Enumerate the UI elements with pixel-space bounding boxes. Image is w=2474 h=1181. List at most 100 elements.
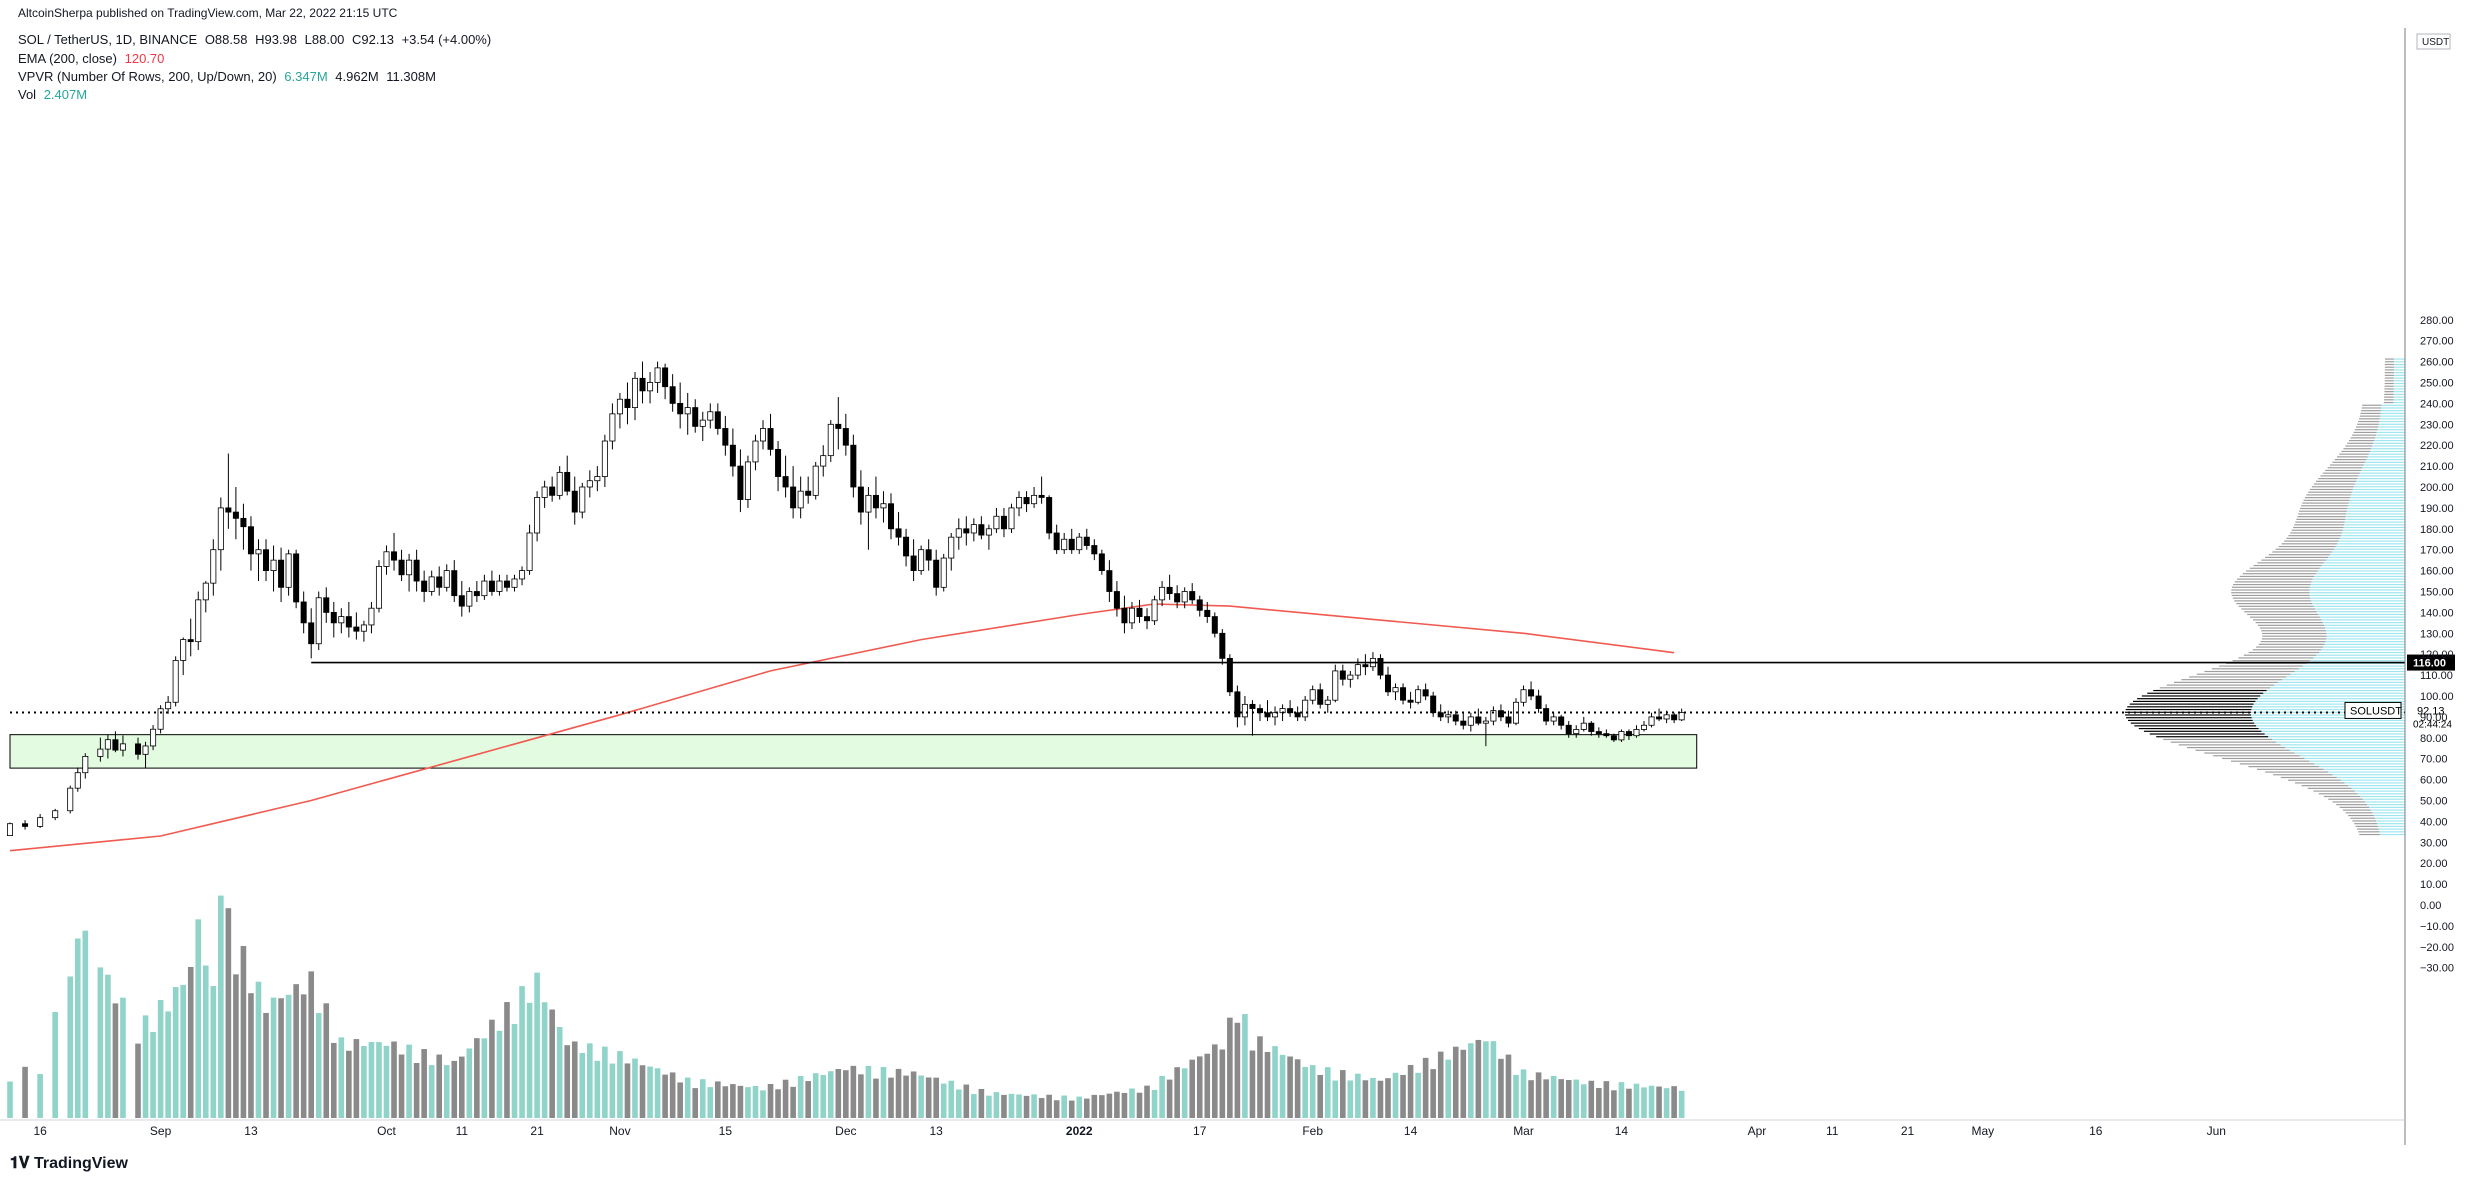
candle-body bbox=[1415, 689, 1422, 703]
vpvr-down-bar bbox=[2308, 491, 2352, 493]
volume-bar bbox=[1144, 1085, 1150, 1118]
candle-body bbox=[699, 419, 706, 427]
volume-bar bbox=[1400, 1074, 1406, 1118]
vpvr-down-bar bbox=[2347, 442, 2374, 444]
volume-bar bbox=[270, 997, 277, 1118]
volume-bar bbox=[1678, 1090, 1685, 1118]
time-tick-label: 13 bbox=[244, 1124, 258, 1138]
candle-body bbox=[1128, 607, 1135, 624]
vpvr-up-bar bbox=[2326, 632, 2405, 635]
vpvr-down-bar bbox=[2149, 733, 2265, 735]
volume-bar bbox=[225, 908, 232, 1118]
candle-body bbox=[933, 559, 940, 588]
candle-body bbox=[684, 407, 691, 415]
candle-body bbox=[511, 578, 518, 588]
symbol-legend[interactable]: SOL / TetherUS, 1D, BINANCE O88.58 H93.9… bbox=[18, 32, 495, 47]
price-tick-label: 260.00 bbox=[2420, 357, 2454, 369]
volume-bar bbox=[1046, 1094, 1052, 1118]
vpvr-down-bar bbox=[2196, 673, 2291, 675]
candle-body bbox=[752, 440, 759, 463]
ema-legend[interactable]: EMA (200, close) 120.70 bbox=[18, 51, 168, 66]
vpvr-down-bar bbox=[2232, 597, 2311, 599]
volume-bar bbox=[617, 1051, 623, 1118]
vpvr-up-bar bbox=[2286, 676, 2405, 678]
vpvr-down-bar bbox=[2261, 559, 2326, 561]
candle-body bbox=[1422, 689, 1429, 697]
volume-bar bbox=[1580, 1084, 1587, 1118]
vpvr-up-bar bbox=[2381, 407, 2405, 409]
volume-bar bbox=[1001, 1094, 1007, 1118]
candle-body bbox=[880, 503, 887, 509]
candle-body bbox=[1392, 687, 1399, 693]
volume-bar bbox=[1385, 1078, 1391, 1118]
volume-bar bbox=[406, 1044, 412, 1118]
vpvr-down-bar bbox=[2334, 458, 2367, 461]
price-tick-label: 200.00 bbox=[2420, 482, 2454, 494]
vpvr-up-bar bbox=[2380, 412, 2405, 415]
vpvr-down-bar bbox=[2137, 698, 2258, 700]
vpvr-down-bar bbox=[2284, 540, 2339, 542]
vpvr-up-bar bbox=[2362, 467, 2405, 469]
vpvr-up-bar bbox=[2258, 727, 2405, 730]
vpvr-up-bar bbox=[2353, 486, 2405, 488]
candle-body bbox=[903, 536, 910, 557]
vpvr-up-bar bbox=[2311, 581, 2405, 583]
vpvr-down-bar bbox=[2302, 502, 2349, 504]
candle-body bbox=[1362, 664, 1369, 668]
vpvr-down-bar bbox=[2256, 768, 2324, 770]
vpvr-down-bar bbox=[2325, 469, 2362, 472]
volume-bar bbox=[519, 986, 525, 1118]
vpvr-up-bar bbox=[2324, 624, 2405, 626]
volume-bar bbox=[7, 1081, 13, 1118]
vpvr-down-bar bbox=[2159, 687, 2271, 689]
volume-bar bbox=[1392, 1072, 1399, 1118]
vpvr-up-bar bbox=[2316, 611, 2405, 613]
volume-legend[interactable]: Vol 2.407M bbox=[18, 87, 91, 102]
vpvr-up-bar bbox=[2393, 393, 2405, 395]
vpvr-up-bar bbox=[2379, 833, 2405, 836]
vpvr-up-bar bbox=[2379, 418, 2405, 420]
vpvr-down-bar bbox=[2236, 602, 2313, 605]
price-tick-label: 110.00 bbox=[2420, 670, 2453, 682]
vpvr-down-bar bbox=[2295, 521, 2345, 523]
vpvr-down-bar bbox=[2313, 790, 2355, 792]
vpvr-up-bar bbox=[2381, 404, 2405, 406]
vpvr-down-bar bbox=[2211, 668, 2299, 670]
vpvr-down-bar bbox=[2294, 524, 2345, 526]
vpvr-legend[interactable]: VPVR (Number Of Rows, 200, Up/Down, 20) … bbox=[18, 69, 440, 84]
candle-body bbox=[1588, 722, 1595, 732]
vpvr-down-bar bbox=[2238, 657, 2314, 659]
vpvr-up-bar bbox=[2260, 695, 2405, 697]
vpvr-down-bar bbox=[2133, 700, 2256, 703]
volume-bar bbox=[1023, 1095, 1030, 1118]
vpvr-up-bar bbox=[2347, 507, 2405, 510]
volume-bar bbox=[1053, 1100, 1060, 1118]
candle-body bbox=[970, 524, 977, 534]
vpvr-up-bar bbox=[2312, 578, 2405, 580]
volume-bar bbox=[639, 1065, 646, 1118]
candle-body bbox=[1497, 710, 1504, 718]
candle-body bbox=[375, 566, 382, 609]
candle-body bbox=[775, 448, 782, 477]
volume-bar bbox=[1588, 1080, 1595, 1118]
volume-bar bbox=[993, 1092, 1000, 1118]
candle-body bbox=[918, 549, 925, 572]
vpvr-down-bar bbox=[2163, 738, 2273, 741]
tradingview-logo[interactable]: 𝟏𝐕 TradingView bbox=[10, 1155, 128, 1173]
candle-body bbox=[1641, 724, 1648, 730]
vpvr-down-bar bbox=[2358, 420, 2380, 423]
candle-body bbox=[458, 595, 465, 607]
vpvr-down-bar bbox=[2320, 475, 2359, 477]
time-axis[interactable]: 16 Sep 13 Oct 11 21 Nov 15 Dec 13 2022 17 Feb 14 Mar 14… bbox=[0, 1119, 2405, 1138]
vpvr-down-bar bbox=[2301, 505, 2348, 507]
price-axis[interactable]: 280.00 270.00 260.00 250.00 240.00 230.00 220.… bbox=[2404, 28, 2454, 1145]
vpvr-up-bar bbox=[2393, 358, 2405, 360]
candle-body bbox=[1053, 532, 1060, 551]
candle-body bbox=[97, 748, 104, 757]
candle-body bbox=[820, 455, 827, 467]
tradingview-logo-text: TradingView bbox=[33, 1155, 128, 1172]
candle-body bbox=[104, 739, 111, 750]
volume-bar bbox=[466, 1048, 473, 1118]
candle-body bbox=[360, 624, 367, 632]
